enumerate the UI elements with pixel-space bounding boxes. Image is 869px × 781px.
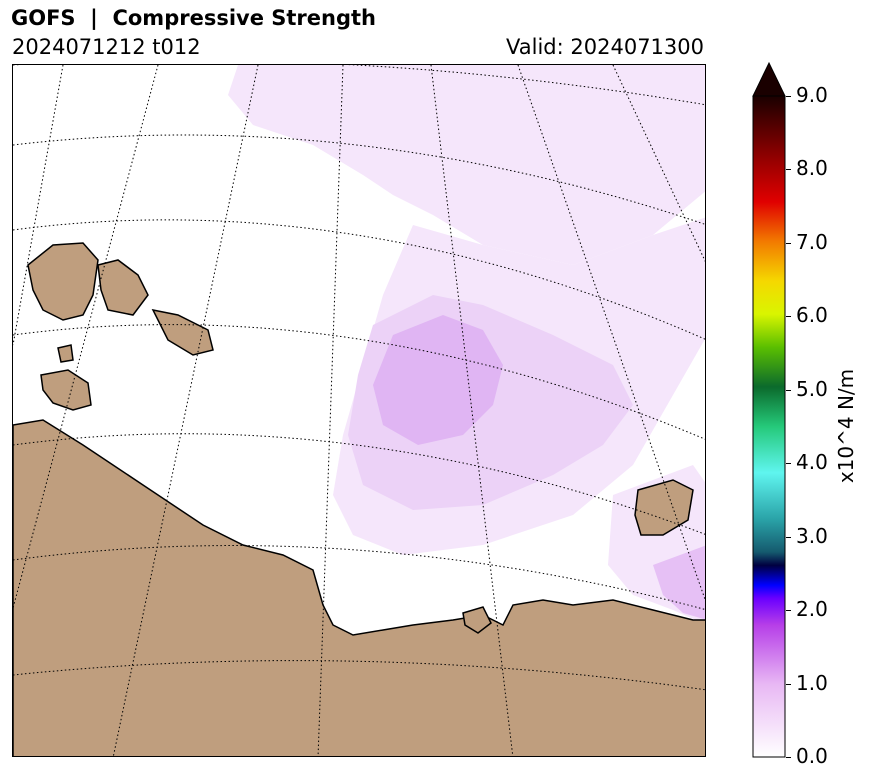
island-large-nw [27,242,99,321]
colorbar-tick-mark [786,757,791,758]
colorbar-tick-label: 8.0 [796,156,828,181]
island-small-a [151,308,214,356]
latitude-line [13,324,705,440]
colorbar-tick-mark [786,316,791,318]
init-time-label: 2024071212 t012 [12,35,201,59]
island-east [634,479,694,536]
island-mid-nw [97,259,149,316]
colorbar-tick-label: 9.0 [796,83,828,107]
longitude-line [612,65,705,262]
latitude-line [13,660,705,691]
land [13,242,705,756]
landmass-south [13,419,705,756]
valid-time-label: Valid: 2024071300 [506,35,704,59]
colorbar-tick-mark [786,242,791,244]
colorbar-tick-mark [786,169,791,171]
colorbar-tick-mark [786,536,791,538]
map-canvas [13,65,705,756]
colorbar-tick-mark [786,683,791,685]
colorbar-tick-mark [786,96,791,97]
ice-field-edge [653,545,705,620]
latitude-line [13,545,705,610]
colorbar-gradient [752,95,786,758]
colorbar [752,62,786,758]
ice-field [228,65,705,625]
graticule [13,65,705,756]
colorbar-tick-label: 4.0 [796,450,828,475]
colorbar-tick-label: 3.0 [796,523,828,548]
colorbar-tick-label: 7.0 [796,229,828,254]
bay-island [462,606,492,634]
longitude-line [517,65,705,601]
island-small-b [40,369,92,411]
colorbar-extend-arrow [752,62,786,97]
longitude-line [430,65,514,756]
colorbar-tick-mark [786,463,791,465]
colorbar-tick-label: 5.0 [796,376,828,401]
latitude-line [13,134,705,225]
colorbar-label: x10^4 N/m [834,368,858,484]
map-panel [12,64,706,757]
colorbar-tick-mark [786,389,791,391]
colorbar-tick-label: 1.0 [796,670,828,695]
colorbar-tick-label: 6.0 [796,303,828,328]
latitude-line [13,219,705,340]
island-small-c [57,344,74,363]
latitude-line [13,433,705,535]
colorbar-tick-label: 0.0 [796,744,828,768]
ice-field-core [373,315,503,445]
colorbar-tick-label: 2.0 [796,597,828,622]
ice-field-north [228,65,705,265]
figure-title: GOFS | Compressive Strength [11,6,376,30]
longitude-line [13,65,64,346]
colorbar-tick-mark [786,610,791,612]
